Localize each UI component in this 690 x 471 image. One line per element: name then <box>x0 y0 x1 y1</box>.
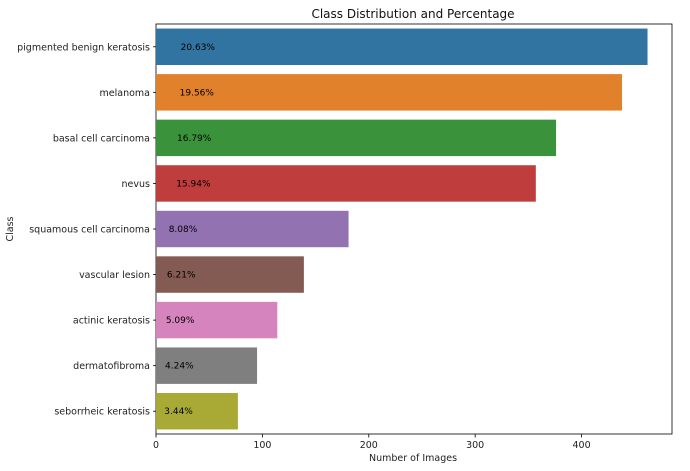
bar-2 <box>156 119 557 157</box>
x-tick-label-3: 300 <box>466 440 484 451</box>
y-tick-labels: pigmented benign keratosis melanoma basal … <box>17 42 156 418</box>
percent-label-0: 20.63% <box>181 43 216 53</box>
y-tick-label-4: squamous cell carcinoma <box>29 225 150 236</box>
y-tick-label-1: melanoma <box>100 88 150 99</box>
percent-label-5: 6.21% <box>167 271 196 281</box>
percent-label-2: 16.79% <box>177 134 212 144</box>
y-tick-label-2: basal cell carcinoma <box>53 133 150 144</box>
bar-4 <box>156 210 349 248</box>
y-tick-label-7: dermatofibroma <box>73 361 150 372</box>
bar-6 <box>156 301 278 339</box>
x-axis-label: Number of Images <box>369 453 457 464</box>
percent-label-1: 19.56% <box>180 88 215 98</box>
x-ticks: 0 100 200 300 400 <box>153 434 591 451</box>
percent-label-8: 3.44% <box>164 407 193 417</box>
bar-8 <box>156 393 238 430</box>
percent-label-3: 15.94% <box>176 179 211 189</box>
x-tick-label-1: 100 <box>253 440 271 451</box>
y-tick-label-5: vascular lesion <box>79 270 150 281</box>
y-tick-label-0: pigmented benign keratosis <box>17 42 150 53</box>
percent-label-4: 8.08% <box>169 225 198 235</box>
x-tick-label-4: 400 <box>572 440 590 451</box>
bars-group: 20.63% 19.56% 16.79% 15.94% 8.08% 6.21% 5.09% 4… <box>156 28 648 430</box>
y-tick-label-3: nevus <box>122 179 151 190</box>
x-tick-label-2: 200 <box>360 440 378 451</box>
chart-title: Class Distribution and Percentage <box>311 7 514 21</box>
x-tick-label-0: 0 <box>153 440 159 451</box>
percent-label-7: 4.24% <box>165 362 194 372</box>
y-axis-label: Class <box>5 216 16 241</box>
bar-1 <box>156 74 622 111</box>
y-tick-label-8: seborrheic keratosis <box>54 407 150 418</box>
bar-7 <box>156 347 258 384</box>
bar-3 <box>156 165 536 202</box>
bar-5 <box>156 256 304 293</box>
percent-label-6: 5.09% <box>166 316 195 326</box>
y-tick-label-6: actinic keratosis <box>73 316 150 327</box>
bar-0 <box>156 28 648 65</box>
